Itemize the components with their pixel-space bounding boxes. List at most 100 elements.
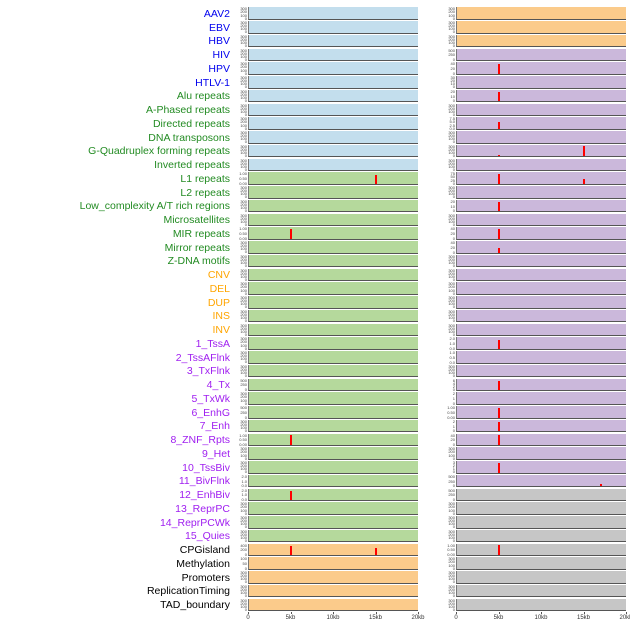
x-axis-left-column: 0 5kb 10kb 15kb 20kb — [246, 612, 425, 626]
y-tick-value: 300 — [240, 267, 247, 273]
y-tick-value: 0 — [452, 304, 455, 310]
y-axis-ticks-right: 300 200 100 0 — [442, 21, 456, 34]
y-tick-value: 250 — [240, 409, 247, 415]
y-tick-value: 100 — [448, 315, 455, 321]
y-tick-value: 400 — [240, 542, 247, 548]
y-tick-value: 100 — [240, 603, 247, 609]
y-tick-value: 0 — [244, 153, 247, 159]
track-panel-left — [248, 186, 418, 199]
y-tick-value: 0 — [244, 70, 247, 76]
peak-marker — [290, 435, 293, 445]
y-axis-ticks-left: 300 200 100 0 — [234, 364, 248, 377]
x-axis-label: 0 — [246, 615, 250, 621]
track-label-del: DEL — [209, 282, 230, 295]
y-tick-value: 0.50 — [447, 547, 455, 553]
y-axis-ticks-left: 300 200 100 0 — [234, 282, 248, 295]
y-tick-value: 100 — [240, 315, 247, 321]
x-axis-label: 5kb — [285, 615, 296, 621]
y-axis-ticks-right: 40 20 0 — [442, 432, 456, 447]
track-panel-right — [456, 7, 626, 20]
x-axis-label: 10kb — [326, 615, 340, 621]
track-panel-left — [248, 378, 418, 391]
y-tick-value: 200 — [240, 23, 247, 29]
y-tick-value: 0 — [452, 180, 455, 186]
track-panel-right — [456, 131, 626, 144]
y-tick-value: 100 — [240, 556, 247, 562]
y-tick-value: 500 — [448, 47, 455, 53]
track-panel-left — [248, 21, 418, 34]
y-tick-value: 300 — [240, 88, 247, 94]
track-label-1-tssa: 1_TssA — [195, 337, 230, 350]
track-panel-left — [248, 584, 418, 598]
y-tick-value: 2 — [452, 418, 455, 424]
y-tick-value: 300 — [240, 515, 247, 520]
y-axis-ticks-right: 300 200 100 0 — [442, 268, 456, 281]
y-tick-value: 200 — [448, 256, 455, 262]
y-tick-value: 1.0 — [241, 492, 247, 498]
peak-marker — [498, 63, 501, 74]
track-panel-right — [456, 378, 626, 391]
y-tick-value: 200 — [448, 36, 455, 42]
y-axis-ticks-right: 40 20 0 — [442, 241, 456, 255]
y-tick-value: 200 — [240, 311, 247, 317]
track-label-ebv: EBV — [208, 21, 230, 34]
track-panel-right — [456, 199, 626, 213]
x-axis-label: 20kb — [411, 615, 425, 621]
track-panel-right — [456, 488, 626, 501]
track-row-a-phased-repeats: A-Phased repeats 300 200 100 0 300 200 100 0 — [0, 102, 630, 116]
y-tick-value: 20 — [450, 244, 455, 250]
y-tick-value: 100 — [240, 218, 247, 224]
y-tick-value: 200 — [240, 160, 247, 166]
y-tick-value: 0 — [452, 57, 455, 62]
track-panel-left — [248, 62, 418, 75]
y-tick-value: 100 — [240, 521, 247, 527]
y-tick-value: 200 — [448, 311, 455, 317]
y-tick-value: 300 — [240, 116, 247, 122]
y-tick-value: 0 — [244, 304, 247, 310]
y-axis-ticks-left: 300 200 100 0 — [234, 158, 248, 171]
x-axis-tick — [375, 612, 377, 614]
y-tick-value: 200 — [448, 366, 455, 372]
y-tick-value: 20 — [450, 88, 455, 94]
y-axis-ticks-right: 500 250 0 — [442, 488, 456, 502]
x-axis-label: 10kb — [534, 615, 548, 621]
track-panel-right — [456, 213, 626, 226]
y-tick-value: 0 — [452, 469, 455, 475]
y-tick-value: 0 — [244, 524, 247, 530]
y-tick-value: 0 — [452, 524, 455, 530]
y-tick-value: 40 — [450, 432, 455, 438]
y-tick-value: 200 — [240, 50, 247, 56]
y-tick-value: 100 — [240, 26, 247, 32]
y-tick-value: 0 — [244, 359, 247, 365]
track-row-alu-repeats: Alu repeats 300 200 100 0 20 10 0 — [0, 89, 630, 103]
track-panel-right — [456, 254, 626, 268]
y-axis-ticks-right: 300 200 100 0 — [442, 502, 456, 515]
peak-marker — [498, 154, 501, 157]
track-panel-right — [456, 529, 626, 543]
track-panel-right — [456, 364, 626, 378]
y-tick-value: 200 — [240, 600, 247, 606]
y-tick-value: 300 — [240, 75, 247, 80]
y-tick-value: 0 — [244, 221, 247, 227]
track-panel-left — [248, 131, 418, 144]
track-label-mirror-repeats: Mirror repeats — [164, 241, 230, 254]
peak-marker — [290, 228, 293, 239]
peak-marker — [498, 422, 501, 432]
y-tick-value: 0 — [452, 538, 455, 544]
y-tick-value: 200 — [240, 146, 247, 152]
track-label-cnv: CNV — [207, 269, 230, 281]
y-tick-value: 200 — [240, 325, 247, 331]
y-tick-value: 10 — [450, 81, 455, 87]
y-tick-value: 300 — [240, 446, 247, 452]
y-tick-value: 100 — [240, 466, 247, 472]
y-tick-value: 100 — [240, 108, 247, 114]
track-label-15-quies: 15_Quies — [185, 530, 230, 543]
track-row-cpgisland: CPGisland 400 200 0 1.00 0.50 0.00 — [0, 542, 630, 557]
y-tick-value: 100 — [448, 603, 455, 609]
y-tick-value: 0 — [452, 139, 455, 145]
y-tick-value: 200 — [240, 518, 247, 524]
y-tick-value: 300 — [448, 6, 455, 12]
y-tick-value: 200 — [240, 463, 247, 469]
y-tick-value: 0.50 — [239, 231, 247, 236]
y-tick-value: 0 — [452, 208, 455, 214]
